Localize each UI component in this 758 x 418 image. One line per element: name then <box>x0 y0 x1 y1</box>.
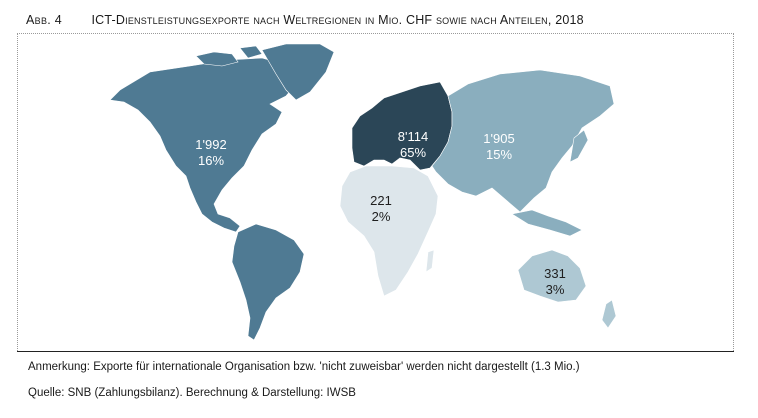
asia-share: 15% <box>485 147 513 162</box>
region-asia <box>431 69 615 213</box>
label-africa: 221 2% <box>341 193 421 225</box>
label-europe: 8'114 65% <box>373 129 453 161</box>
label-asia: 1'905 15% <box>459 131 539 163</box>
asia-value: 1'905 <box>483 131 515 146</box>
oceania-value: 331 <box>544 266 566 281</box>
region-south-america <box>231 223 305 341</box>
oceania-share: 3% <box>545 282 565 297</box>
africa-value: 221 <box>370 193 392 208</box>
africa-share: 2% <box>371 209 391 224</box>
region-new-zealand <box>601 299 617 329</box>
region-madagascar <box>425 249 435 273</box>
north-america-value: 1'992 <box>195 137 227 152</box>
label-oceania: 331 3% <box>515 266 595 298</box>
region-japan <box>569 129 589 163</box>
europe-share: 65% <box>399 145 427 160</box>
remark-note: Anmerkung: Exporte für internationale Or… <box>28 361 580 373</box>
north-america-share: 16% <box>197 153 225 168</box>
region-australia <box>517 249 587 303</box>
figure-header: Abb. 4 ICT-Dienstleistungsexporte nach W… <box>26 9 736 31</box>
source-note: Quelle: SNB (Zahlungsbilanz). Berechnung… <box>28 387 356 399</box>
figure-title: ICT-Dienstleistungsexporte nach Weltregi… <box>91 13 584 27</box>
figure-label: Abb. 4 <box>26 13 63 27</box>
region-arctic-islands <box>195 45 263 67</box>
region-greenland <box>261 43 335 101</box>
europe-value: 8'114 <box>397 129 429 144</box>
label-north-america: 1'992 16% <box>171 137 251 169</box>
notes-section: Anmerkung: Exporte für internationale Or… <box>17 351 734 412</box>
map-frame <box>17 33 734 351</box>
region-southeast-asia-islands <box>511 209 583 237</box>
region-africa <box>339 165 439 297</box>
